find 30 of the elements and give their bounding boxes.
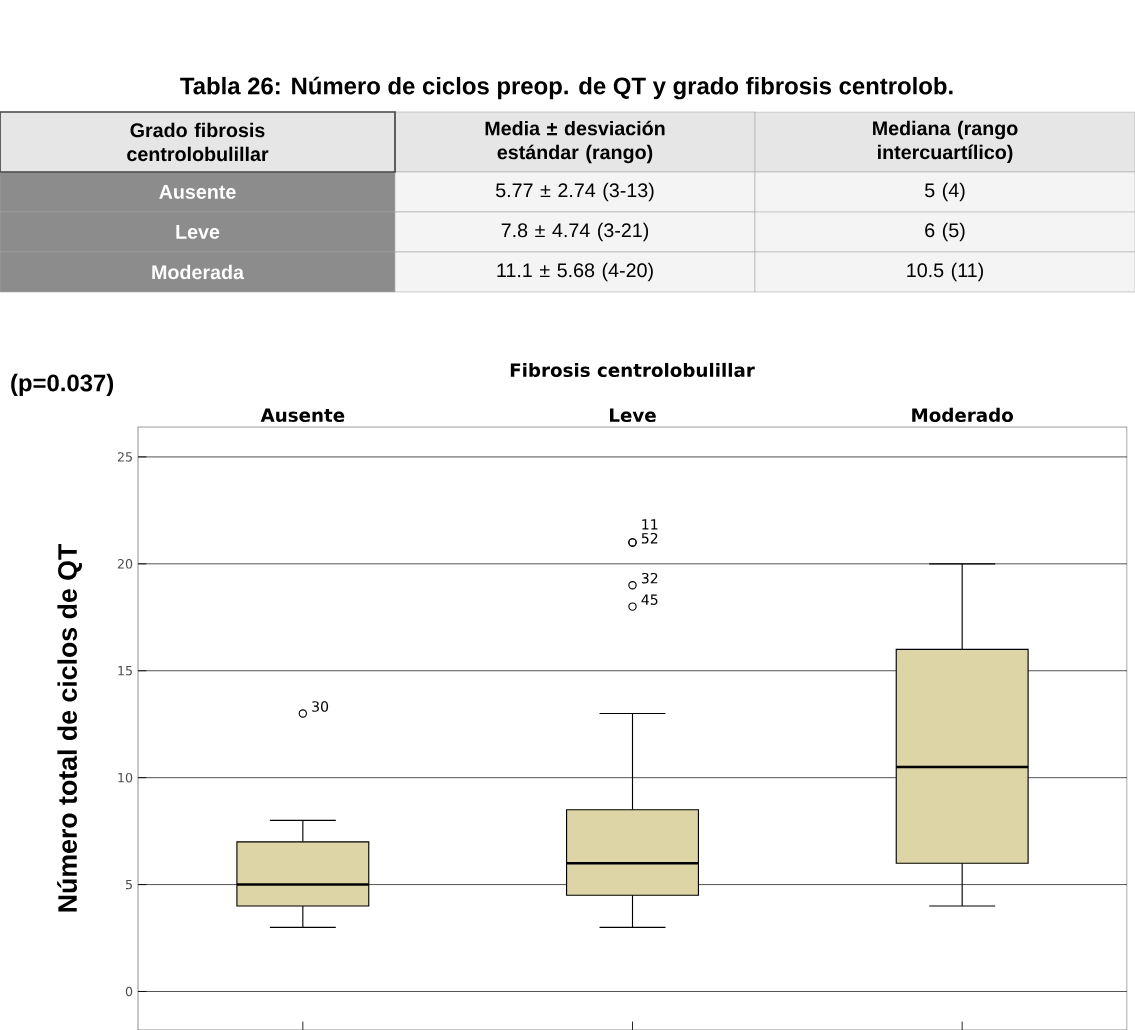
text: Leve — [176, 225, 220, 239]
text: Ausente — [159, 185, 236, 199]
y-tick-label: 10 — [118, 772, 133, 783]
text: Media ± desviación estándar (rango) — [485, 120, 665, 164]
text: 6 (5) — [925, 222, 965, 242]
annotation: 30 — [312, 701, 329, 712]
text: 11.1 ± 5.68 (4-20) — [497, 262, 653, 282]
x-tick-label: Moderado — [912, 407, 1013, 423]
text: Mediana (rango intercuartílico) — [873, 120, 1018, 164]
y-tick-label: 15 — [118, 666, 132, 676]
y-tick-label: 0 — [125, 986, 133, 997]
x-tick-label: Ausente — [260, 408, 345, 423]
annotation: 45 — [641, 594, 658, 605]
text: 10.5 (11) — [907, 262, 983, 282]
text: (p=0.037) — [11, 373, 114, 397]
y-tick-label: 25 — [117, 452, 132, 462]
y-axis-title: Número total de ciclos de QT — [57, 543, 82, 912]
text: Grado fibrosis centrolobulillar — [127, 122, 269, 162]
chart-title: Fibrosis centrolobulillar — [510, 362, 755, 378]
text: 5.77 ± 2.74 (3-13) — [496, 182, 654, 202]
annotation: 52 — [641, 532, 658, 544]
annotation: 11 — [642, 519, 658, 530]
x-tick-label: Leve — [610, 408, 656, 423]
y-tick-label: 20 — [117, 559, 133, 569]
text: 5 (4) — [925, 182, 965, 202]
text: Tabla 26: Número de ciclos preop. de QT y grado fibrosis centrolob. — [180, 76, 953, 100]
y-tick-label: 5 — [125, 879, 132, 890]
text: 7.8 ± 4.74 (3-21) — [501, 222, 649, 242]
text: Moderada — [152, 264, 245, 280]
annotation: 32 — [641, 572, 658, 584]
